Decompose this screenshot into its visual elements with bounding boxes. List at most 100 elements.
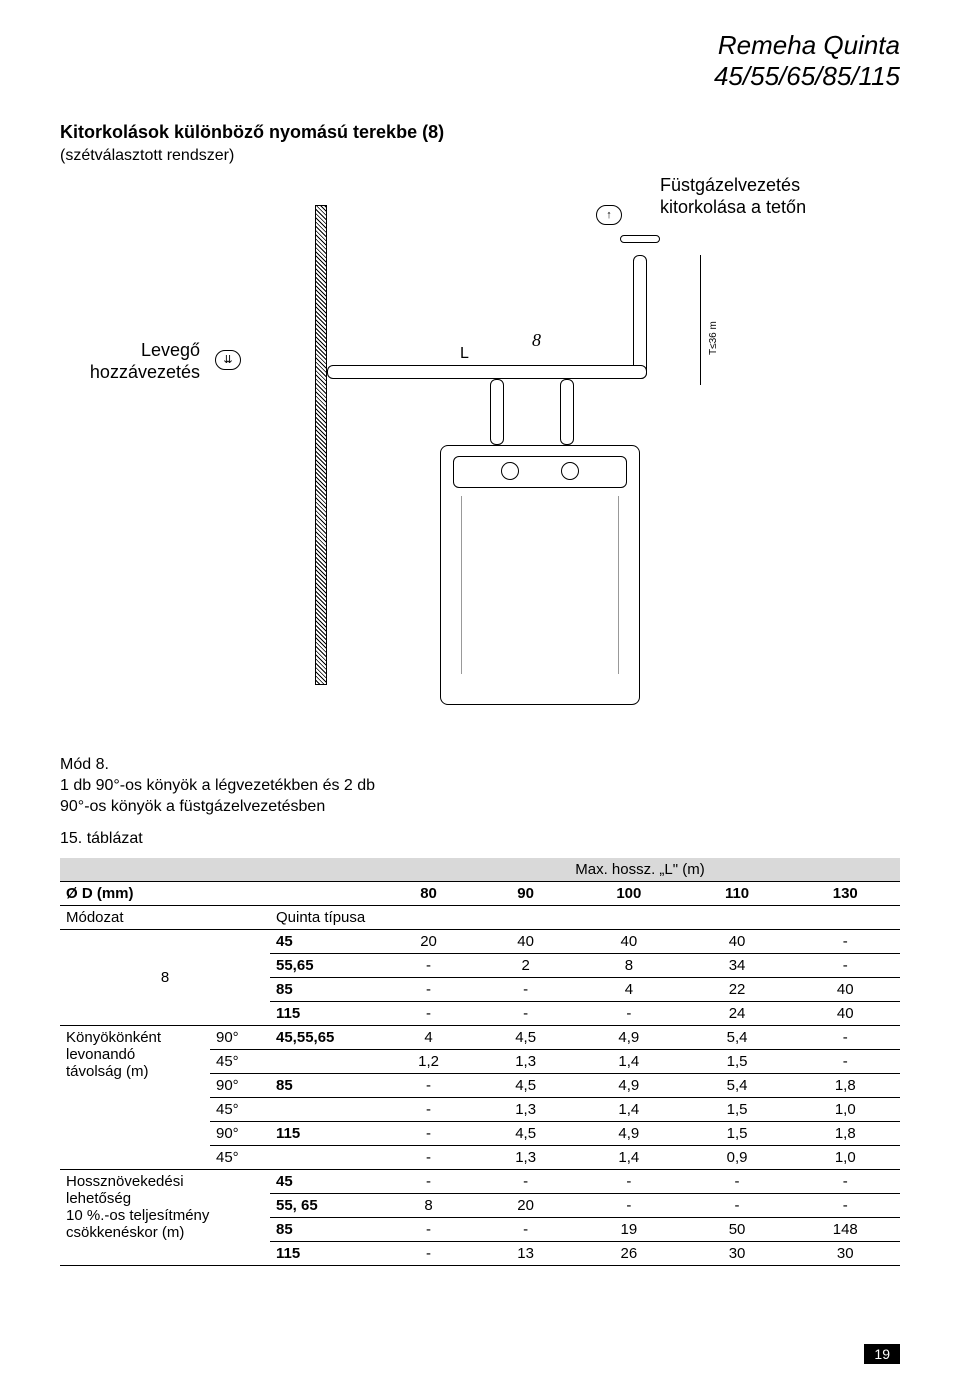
table-cell: 19 xyxy=(574,1217,683,1241)
angle-cell: 90° xyxy=(210,1073,270,1097)
table-cell: 20 xyxy=(380,929,477,953)
type-cell: 115 xyxy=(270,1241,380,1265)
type-cell: 45,55,65 xyxy=(270,1025,380,1049)
boiler-stub-1 xyxy=(490,379,504,445)
angle-cell: 45° xyxy=(210,1097,270,1121)
wall-hatch xyxy=(315,205,327,685)
table-cell: 26 xyxy=(574,1241,683,1265)
diagram-label-right: Füstgázelvezetés kitorkolása a tetőn xyxy=(660,175,806,218)
table-cell: 8 xyxy=(380,1193,477,1217)
table-cell: 1,5 xyxy=(684,1049,791,1073)
table-cell: - xyxy=(791,929,900,953)
diagram: Füstgázelvezetés kitorkolása a tetőn Lev… xyxy=(60,175,900,715)
flue-label-2: kitorkolása a tetőn xyxy=(660,197,806,217)
table-cell: 1,0 xyxy=(791,1097,900,1121)
page-number: 19 xyxy=(864,1344,900,1364)
table-cell: - xyxy=(380,1217,477,1241)
table-cell: - xyxy=(791,1049,900,1073)
table-cell: 40 xyxy=(477,929,574,953)
type-cell xyxy=(270,1049,380,1073)
table-cell: 1,4 xyxy=(574,1097,683,1121)
length-L-label: L xyxy=(460,345,469,363)
boiler-port-1 xyxy=(501,462,519,480)
table-cell: 40 xyxy=(791,977,900,1001)
table-cell: 1,2 xyxy=(380,1049,477,1073)
type-cell: 85 xyxy=(270,1217,380,1241)
table-cell: 1,4 xyxy=(574,1049,683,1073)
table-cell: 1,3 xyxy=(477,1145,574,1169)
diagram-label-left: Levegő hozzávezetés xyxy=(60,340,200,383)
table-cell: 20 xyxy=(477,1193,574,1217)
section-title: Kitorkolások különböző nyomású terekbe (… xyxy=(60,122,900,143)
doc-header: Remeha Quinta 45/55/65/85/115 xyxy=(60,30,900,92)
table-number: 15. táblázat xyxy=(60,830,900,848)
table-cell: 30 xyxy=(684,1241,791,1265)
mode-eight-label: 8 xyxy=(532,330,541,351)
flue-label-1: Füstgázelvezetés xyxy=(660,175,800,195)
type-cell: 85 xyxy=(270,977,380,1001)
table-header-span-row: Max. hossz. „L" (m) xyxy=(60,858,900,882)
growth-group-label: Hossznövekedésilehetőség10 %.-os teljesí… xyxy=(60,1169,270,1265)
th-90: 90 xyxy=(477,881,574,905)
table-row: Hossznövekedésilehetőség10 %.-os teljesí… xyxy=(60,1169,900,1193)
table-cell: 4,9 xyxy=(574,1121,683,1145)
table-cell: 24 xyxy=(684,1001,791,1025)
th-modozat: Módozat xyxy=(60,905,270,929)
type-cell: 45 xyxy=(270,1169,380,1193)
type-cell: 115 xyxy=(270,1001,380,1025)
table-cell: 1,5 xyxy=(684,1097,791,1121)
table-cell: - xyxy=(380,1121,477,1145)
table-cell: 4,9 xyxy=(574,1025,683,1049)
table-cell: 5,4 xyxy=(684,1073,791,1097)
boiler-stub-2 xyxy=(560,379,574,445)
table-cell: 13 xyxy=(477,1241,574,1265)
table-row: Könyökönkéntlevonandótávolság (m)90°45,5… xyxy=(60,1025,900,1049)
table-cell: - xyxy=(684,1193,791,1217)
table-header-row: Ø D (mm) 80 90 100 110 130 xyxy=(60,881,900,905)
air-label-1: Levegő xyxy=(141,340,200,360)
table-cell: 40 xyxy=(791,1001,900,1025)
caption-line2: 1 db 90°-os könyök a légvezetékben és 2 … xyxy=(60,776,900,797)
table-cell: 30 xyxy=(791,1241,900,1265)
table-cell: 1,4 xyxy=(574,1145,683,1169)
table-cell: 4,5 xyxy=(477,1073,574,1097)
table-cell: 50 xyxy=(684,1217,791,1241)
flue-outlet-icon: ↑ xyxy=(596,205,622,225)
caption-line1: Mód 8. xyxy=(60,755,900,776)
flue-pipe-vertical xyxy=(633,255,647,379)
angle-cell: 90° xyxy=(210,1121,270,1145)
table-cell: - xyxy=(477,1217,574,1241)
type-cell: 55, 65 xyxy=(270,1193,380,1217)
table-cell: 2 xyxy=(477,953,574,977)
table-cell: - xyxy=(380,1241,477,1265)
table-cell: 4 xyxy=(380,1025,477,1049)
type-cell: 85 xyxy=(270,1073,380,1097)
th-100: 100 xyxy=(574,881,683,905)
type-cell: 55,65 xyxy=(270,953,380,977)
table-cell: 8 xyxy=(574,953,683,977)
table-cell: 4,9 xyxy=(574,1073,683,1097)
table-cell: - xyxy=(791,1025,900,1049)
table-row: 84520404040- xyxy=(60,929,900,953)
table-cell: - xyxy=(791,953,900,977)
table-cell: - xyxy=(791,1193,900,1217)
table-cell: 1,8 xyxy=(791,1073,900,1097)
table-cell: 1,3 xyxy=(477,1049,574,1073)
dim-line xyxy=(700,255,701,385)
type-cell: 45 xyxy=(270,929,380,953)
table-cell: - xyxy=(477,1169,574,1193)
table-cell: 22 xyxy=(684,977,791,1001)
data-table: Max. hossz. „L" (m) Ø D (mm) 80 90 100 1… xyxy=(60,858,900,1266)
section-subtitle: (szétválasztott rendszer) xyxy=(60,147,900,165)
angle-cell: 45° xyxy=(210,1145,270,1169)
figure-caption: Mód 8. 1 db 90°-os könyök a légvezetékbe… xyxy=(60,755,900,817)
th-110: 110 xyxy=(684,881,791,905)
table-cell: - xyxy=(380,1001,477,1025)
th-130: 130 xyxy=(791,881,900,905)
table-cell: - xyxy=(380,1073,477,1097)
air-label-2: hozzávezetés xyxy=(90,362,200,382)
table-cell: - xyxy=(380,1145,477,1169)
mode8-label: 8 xyxy=(60,929,270,1025)
th-80: 80 xyxy=(380,881,477,905)
th-diameter: Ø D (mm) xyxy=(60,881,270,905)
